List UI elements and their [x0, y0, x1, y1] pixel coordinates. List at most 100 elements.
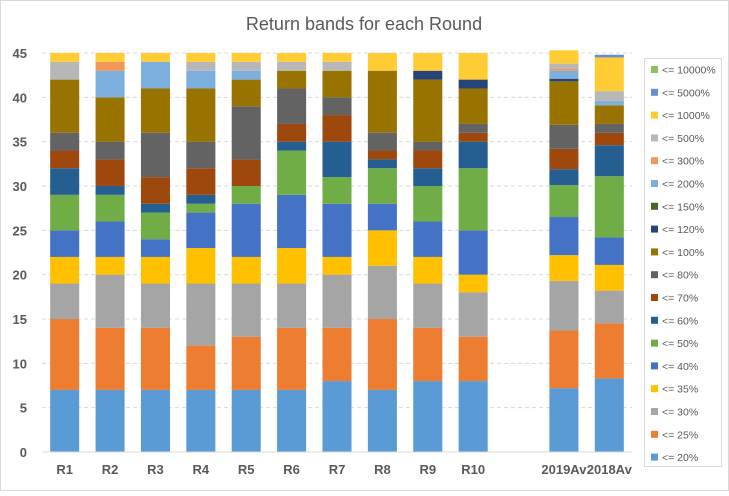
bar-segment — [277, 327, 307, 390]
bar-segment — [277, 248, 307, 284]
legend-swatch — [651, 430, 658, 438]
bar-segment — [322, 177, 352, 204]
bar-segment — [594, 54, 624, 58]
bar-segment — [231, 79, 261, 107]
bar-segment — [50, 283, 80, 319]
bar-segment — [322, 70, 352, 98]
bar-segment — [549, 330, 579, 389]
bar-segment — [50, 61, 80, 80]
bar-segment — [140, 327, 170, 390]
bar-segment — [140, 88, 170, 133]
legend-swatch — [651, 88, 658, 96]
bar-segment — [458, 274, 488, 293]
bar-segment — [413, 381, 443, 452]
bar-segment — [367, 168, 397, 204]
bar-segment — [594, 57, 624, 92]
legend-swatch — [651, 134, 658, 142]
legend-label: <= 150% — [662, 201, 704, 213]
legend-swatch — [651, 248, 658, 256]
bar-segment — [95, 53, 125, 62]
bar-segment — [277, 88, 307, 124]
bar-segment — [50, 168, 80, 195]
bar-segment — [458, 79, 488, 89]
bar-segment — [231, 283, 261, 337]
bar-segment — [277, 389, 307, 452]
legend-label: <= 40% — [662, 361, 698, 373]
legend-label: <= 70% — [662, 293, 698, 305]
bar-segment — [458, 292, 488, 337]
bar-segment — [594, 105, 624, 124]
bar-segment — [95, 141, 125, 160]
legend-swatch — [651, 294, 658, 301]
y-tick-label: 15 — [13, 312, 27, 327]
bar-segment — [549, 70, 579, 79]
bar-segment — [186, 345, 216, 390]
bar-segment — [95, 389, 125, 452]
bar-segment — [277, 53, 307, 62]
legend-label: <= 35% — [662, 384, 698, 396]
bar-segment — [231, 186, 261, 204]
bar-segment — [231, 256, 261, 284]
bar-segment — [413, 186, 443, 222]
bar-segment — [594, 100, 624, 106]
bar-segment — [367, 265, 397, 319]
bar-segment — [186, 141, 216, 169]
bar-segment — [95, 327, 125, 390]
bar-segment — [140, 389, 170, 452]
bar-segment — [95, 97, 125, 142]
x-tick-label: R5 — [238, 462, 255, 477]
legend-swatch — [651, 339, 658, 347]
legend-label: <= 1000% — [662, 110, 710, 122]
bar-segment — [322, 381, 352, 452]
bar-segment — [322, 274, 352, 328]
bar-segment — [594, 176, 624, 238]
bar-segment — [186, 389, 216, 452]
bar-segment — [50, 194, 80, 231]
bar-segment — [231, 61, 261, 71]
bar-segment — [549, 185, 579, 218]
bar-segment — [549, 63, 579, 69]
bar-segment — [95, 70, 125, 98]
bar-segment — [594, 123, 624, 133]
legend-swatch — [651, 66, 658, 73]
bar-segment — [231, 159, 261, 186]
bar-segment — [140, 53, 170, 62]
bar-segment — [277, 150, 307, 195]
bar-segment — [458, 132, 488, 142]
bar-segment — [413, 256, 443, 284]
x-tick-label: R7 — [329, 462, 346, 477]
bar-segment — [186, 168, 216, 195]
bar-segment — [549, 169, 579, 186]
bar-segment — [594, 237, 624, 265]
y-tick-label: 30 — [13, 179, 27, 194]
bar-segment — [95, 61, 125, 71]
bar-segment — [322, 115, 352, 142]
bar-segment — [549, 50, 579, 64]
x-tick-label: R8 — [374, 462, 391, 477]
bar-segment — [549, 217, 579, 256]
bar-segment — [549, 148, 579, 170]
bar-segment — [231, 389, 261, 452]
legend-swatch — [651, 453, 658, 461]
axes: 0 5 10 15 20 25 30 35 40 45 R1 R2 R3 R4 R5 R6 R7 R8 R9 R10 2… — [13, 46, 633, 477]
bar-segment — [367, 150, 397, 160]
bar-segment — [367, 203, 397, 231]
bar-segment — [458, 168, 488, 231]
legend-label: <= 300% — [662, 156, 704, 168]
x-tick-label: R2 — [102, 462, 119, 477]
bar-segment — [458, 336, 488, 382]
bar-segment — [277, 123, 307, 142]
bar-segment — [140, 256, 170, 284]
legend-label: <= 50% — [662, 338, 698, 350]
bar-segment — [95, 221, 125, 257]
bar-segment — [322, 327, 352, 382]
bar-segment — [413, 53, 443, 71]
x-tick-label: R1 — [56, 462, 73, 477]
legend-swatch — [651, 271, 658, 279]
legend-swatch — [651, 225, 658, 233]
bar-segment — [140, 203, 170, 213]
bar-segment — [322, 61, 352, 71]
bar-segment — [231, 203, 261, 257]
bar-segment — [140, 239, 170, 257]
